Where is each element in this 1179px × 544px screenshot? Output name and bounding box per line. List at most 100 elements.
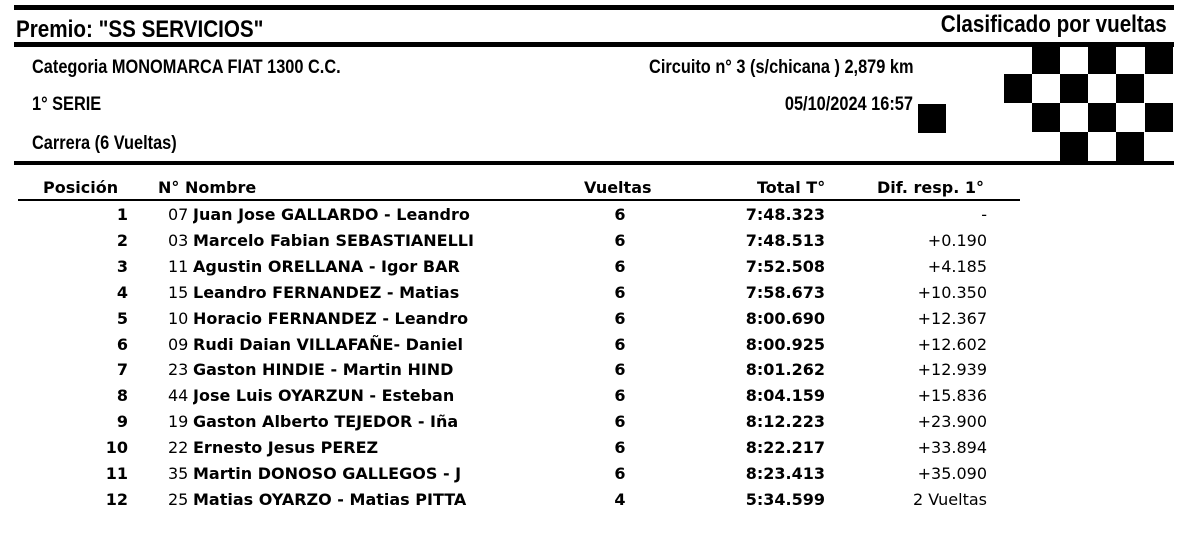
number-cell: 09 <box>168 334 189 354</box>
diff-cell: +10.350 <box>917 282 987 302</box>
table-row: 4 15 Leandro FERNANDEZ - Matias 6 7:58.673 +1… <box>0 280 1179 306</box>
header-rule <box>14 42 1174 47</box>
diff-cell: +33.894 <box>917 438 987 458</box>
classification-label: Clasificado por vueltas <box>941 11 1167 38</box>
table-header-rule <box>18 199 1020 201</box>
name-cell: Martin DONOSO GALLEGOS - J <box>193 464 462 483</box>
table-row: 6 09 Rudi Daian VILLAFAÑE- Daniel 6 8:00.925… <box>0 332 1179 358</box>
diff-cell: +12.367 <box>917 308 987 328</box>
position-cell: 3 <box>116 256 128 276</box>
laps-cell: 6 <box>614 308 626 328</box>
col-position: Posición <box>43 178 119 197</box>
name-cell: Horacio FERNANDEZ - Leandro <box>193 308 469 328</box>
number-cell: 10 <box>168 308 189 328</box>
name-cell: Leandro FERNANDEZ - Matias <box>193 282 460 302</box>
number-cell: 22 <box>168 438 189 458</box>
name-cell: Gaston HINDIE - Martin HIND <box>193 360 454 380</box>
table-row: 10 22 Ernesto Jesus PEREZ 6 8:22.217 +33.894 <box>0 435 1179 461</box>
series-label: 1° SERIE <box>32 94 102 115</box>
name-cell: Gaston Alberto TEJEDOR - Iña <box>193 412 459 432</box>
number-cell: 15 <box>168 282 189 302</box>
table-row: 12 25 Matias OYARZO - Matias PITTA 4 5:34.59… <box>0 487 1179 513</box>
number-cell: 25 <box>168 489 189 509</box>
laps-cell: 6 <box>614 464 626 483</box>
number-cell: 07 <box>168 205 189 224</box>
laps-cell: 6 <box>614 360 626 380</box>
prize-title: Premio: "SS SERVICIOS" <box>16 16 264 43</box>
top-rule <box>14 5 1174 10</box>
diff-cell: 2 Vueltas <box>913 489 987 509</box>
laps-cell: 6 <box>614 386 626 406</box>
diff-cell: +12.939 <box>917 360 987 380</box>
position-cell: 10 <box>105 438 128 458</box>
datetime-label: 05/10/2024 16:57 <box>784 94 913 115</box>
category-label: Categoria MONOMARCA FIAT 1300 C.C. <box>32 57 341 78</box>
laps-cell: 6 <box>614 205 626 224</box>
name-cell: Jose Luis OYARZUN - Esteban <box>193 386 455 406</box>
total-time-cell: 8:01.262 <box>745 360 825 380</box>
name-cell: Juan Jose GALLARDO - Leandro <box>193 205 470 224</box>
position-cell: 9 <box>116 412 128 432</box>
table-row: 7 23 Gaston HINDIE - Martin HIND 6 8:01.262 +… <box>0 357 1179 383</box>
table-row: 8 44 Jose Luis OYARZUN - Esteban 6 8:04.159 +… <box>0 383 1179 409</box>
total-time-cell: 8:12.223 <box>745 412 825 432</box>
diff-cell: +12.602 <box>917 334 987 354</box>
name-cell: Rudi Daian VILLAFAÑE- Daniel <box>193 334 463 354</box>
table-row: 11 35 Martin DONOSO GALLEGOS - J 6 8:23.413 +… <box>0 461 1179 487</box>
diff-cell: +23.900 <box>917 412 987 432</box>
diff-cell: +15.836 <box>917 386 987 406</box>
laps-cell: 6 <box>614 282 626 302</box>
total-time-cell: 7:48.513 <box>745 230 825 250</box>
position-cell: 6 <box>116 334 128 354</box>
number-cell: 35 <box>168 464 189 483</box>
table-row: 5 10 Horacio FERNANDEZ - Leandro 6 8:00.690 +… <box>0 306 1179 332</box>
position-cell: 2 <box>116 230 128 250</box>
table-row: 1 07 Juan Jose GALLARDO - Leandro 6 7:48.323… <box>0 202 1179 228</box>
number-cell: 19 <box>168 412 189 432</box>
total-time-cell: 7:48.323 <box>745 205 825 224</box>
laps-cell: 4 <box>614 489 626 509</box>
position-cell: 1 <box>116 205 128 224</box>
total-time-cell: 5:34.599 <box>745 489 825 509</box>
table-row: 9 19 Gaston Alberto TEJEDOR - Iña 6 8:12.223… <box>0 409 1179 435</box>
table-row: 2 03 Marcelo Fabian SEBASTIANELLI 6 7:48.513… <box>0 228 1179 254</box>
number-cell: 11 <box>168 256 189 276</box>
position-cell: 11 <box>105 464 128 483</box>
total-time-cell: 7:52.508 <box>745 256 825 276</box>
number-cell: 23 <box>168 360 189 380</box>
total-time-cell: 7:58.673 <box>745 282 825 302</box>
position-cell: 12 <box>105 489 128 509</box>
col-laps: Vueltas <box>584 178 652 197</box>
laps-cell: 6 <box>614 412 626 432</box>
total-time-cell: 8:23.413 <box>745 464 825 483</box>
laps-cell: 6 <box>614 230 626 250</box>
circuit-label: Circuito n° 3 (s/chicana ) 2,879 km <box>648 57 913 78</box>
number-cell: 44 <box>168 386 189 406</box>
number-cell: 03 <box>168 230 189 250</box>
col-diff: Dif. resp. 1° <box>877 178 984 197</box>
total-time-cell: 8:00.690 <box>745 308 825 328</box>
laps-cell: 6 <box>614 256 626 276</box>
position-cell: 8 <box>116 386 128 406</box>
total-time-cell: 8:00.925 <box>745 334 825 354</box>
col-number-name: N° Nombre <box>158 178 257 197</box>
name-cell: Matias OYARZO - Matias PITTA <box>193 489 467 509</box>
table-row: 3 11 Agustin ORELLANA - Igor BAR 6 7:52.508 +… <box>0 254 1179 280</box>
diff-cell: +35.090 <box>917 464 987 483</box>
total-time-cell: 8:04.159 <box>745 386 825 406</box>
name-cell: Marcelo Fabian SEBASTIANELLI <box>193 230 474 250</box>
position-cell: 7 <box>116 360 128 380</box>
race-label: Carrera (6 Vueltas) <box>32 133 177 154</box>
diff-cell: +4.185 <box>927 256 987 276</box>
name-cell: Agustin ORELLANA - Igor BAR <box>193 256 460 276</box>
diff-cell: - <box>981 205 987 224</box>
position-cell: 4 <box>116 282 128 302</box>
laps-cell: 6 <box>614 438 626 458</box>
col-total: Total T° <box>757 178 826 197</box>
diff-cell: +0.190 <box>927 230 987 250</box>
name-cell: Ernesto Jesus PEREZ <box>193 438 379 458</box>
position-cell: 5 <box>116 308 128 328</box>
info-rule <box>14 161 1174 165</box>
total-time-cell: 8:22.217 <box>745 438 825 458</box>
laps-cell: 6 <box>614 334 626 354</box>
